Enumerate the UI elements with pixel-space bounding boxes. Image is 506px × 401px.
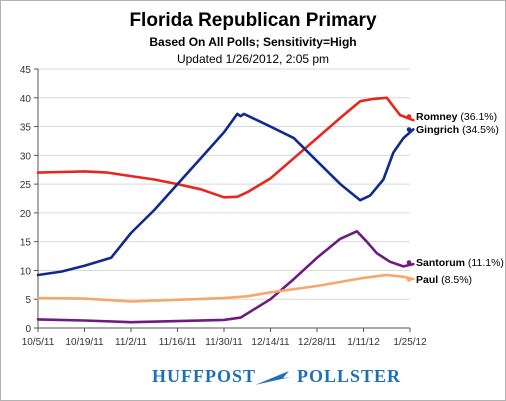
x-tick-label: 12/28/11 — [298, 337, 337, 348]
legend-label-santorum: Santorum (11.1%) — [416, 257, 504, 269]
series-line-romney — [36, 96, 415, 199]
y-tick-label: 5 — [25, 295, 31, 306]
updated-timestamp: Updated 1/26/2012, 2:05 pm — [176, 52, 330, 66]
pollster-logo-text: POLLSTER — [297, 366, 402, 386]
chart-subtitle: Based On All Polls; Sensitivity=High — [149, 35, 357, 49]
legend-label-romney: Romney (36.1%) — [416, 111, 497, 123]
series-line-santorum — [36, 230, 415, 324]
y-tick-label: 10 — [20, 266, 32, 277]
legend-dot-gingrich — [406, 127, 412, 132]
y-tick-label: 40 — [20, 94, 32, 105]
x-tick-label: 11/30/11 — [205, 337, 243, 348]
y-tick-label: 20 — [20, 209, 32, 220]
series-line-gingrich — [36, 112, 415, 277]
quill-icon — [253, 368, 293, 388]
y-tick-label: 25 — [20, 180, 32, 191]
x-tick-label: 11/2/11 — [115, 337, 147, 348]
x-tick-label: 12/14/11 — [251, 337, 290, 348]
legend-dot-santorum — [406, 260, 412, 265]
y-tick-label: 0 — [25, 324, 31, 335]
x-tick-label: 1/25/12 — [393, 337, 427, 348]
legend-dot-romney — [406, 114, 412, 119]
legend-label-gingrich: Gingrich (34.5%) — [416, 124, 499, 136]
y-tick-label: 45 — [20, 65, 32, 76]
x-tick-label: 10/5/11 — [22, 337, 55, 348]
x-tick-label: 10/19/11 — [65, 337, 104, 348]
legend-label-paul: Paul (8.5%) — [416, 274, 472, 286]
x-tick-label: 11/16/11 — [159, 337, 197, 348]
huffpost-logo-text: HUFFPOST — [152, 366, 257, 386]
legend-dot-paul — [406, 277, 412, 282]
series-line-paul — [36, 273, 415, 303]
x-tick-label: 1/11/12 — [347, 337, 380, 348]
y-tick-label: 15 — [20, 238, 32, 249]
y-tick-label: 30 — [20, 151, 32, 162]
y-tick-label: 35 — [20, 123, 32, 134]
chart-title: Florida Republican Primary — [129, 10, 377, 31]
